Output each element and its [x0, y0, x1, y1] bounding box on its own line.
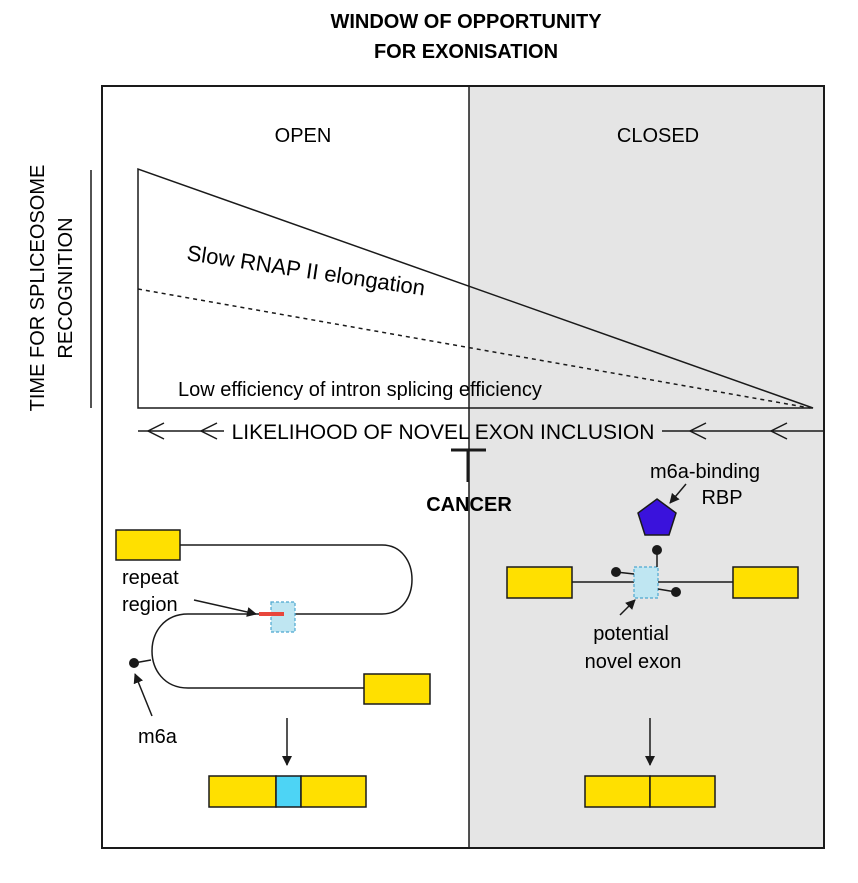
slow-elongation-label: Slow RNAP II elongation — [185, 240, 427, 300]
outer-frame — [101, 85, 825, 849]
repeat-region-label-line2: region — [122, 594, 178, 616]
right-chevron-icon — [688, 422, 707, 440]
downstream-exon — [363, 673, 431, 705]
time-wedge — [137, 167, 814, 409]
m6a-mark-stem — [133, 659, 152, 664]
closed-downstream-exon — [732, 566, 799, 599]
left-chevron-icon — [199, 422, 218, 440]
y-axis-label: TIME FOR SPLICEOSOME RECOGNITION — [27, 165, 77, 412]
open-result-novel-exon — [275, 775, 302, 808]
m6a-mark-right — [671, 587, 681, 597]
rbp-pentagon-icon — [637, 498, 677, 536]
m6a-label: m6a — [138, 726, 178, 748]
m6a-arrow — [133, 673, 153, 717]
novel-exon-label-line2: novel exon — [585, 651, 682, 673]
y-axis-label-line2: RECOGNITION — [55, 217, 77, 358]
m6a-mark-left — [611, 567, 621, 577]
intron-loop — [151, 544, 413, 689]
potential-novel-exon — [270, 601, 296, 633]
left-chevron-icon — [146, 422, 165, 440]
likelihood-label: LIKELIHOOD OF NOVEL EXON INCLUSION — [232, 421, 655, 444]
repeat-region-label-line1: repeat — [122, 567, 179, 589]
closed-panel-background — [469, 86, 824, 848]
cancer-label: CANCER — [426, 494, 512, 516]
upstream-exon — [115, 529, 181, 561]
open-result-exon-left — [208, 775, 277, 808]
novel-exon-label-line1: potential — [593, 623, 669, 645]
closed-potential-novel-exon — [633, 566, 659, 599]
closed-panel-label: CLOSED — [617, 125, 699, 147]
repeat-region-arrow — [193, 599, 257, 617]
closed-result-exon-left — [584, 775, 651, 808]
rbp-label-line1: m6a-binding — [650, 461, 760, 483]
diagram-title-line2: FOR EXONISATION — [374, 41, 558, 63]
novel-exon-arrow — [619, 599, 636, 616]
open-result-exon-right — [300, 775, 367, 808]
diagram-title-line1: WINDOW OF OPPORTUNITY — [330, 11, 602, 33]
open-panel-label: OPEN — [275, 125, 332, 147]
low-efficiency-label: Low efficiency of intron splicing effici… — [178, 379, 542, 401]
closed-upstream-exon — [506, 566, 573, 599]
right-chevron-icon — [769, 422, 788, 440]
rbp-label-line2: RBP — [701, 487, 742, 509]
rbp-arrow — [669, 483, 687, 504]
dotted-wedge-line — [137, 288, 811, 409]
closed-result-exon-right — [649, 775, 716, 808]
y-axis-label-line1: TIME FOR SPLICEOSOME — [27, 165, 49, 412]
m6a-mark-top — [652, 545, 662, 555]
